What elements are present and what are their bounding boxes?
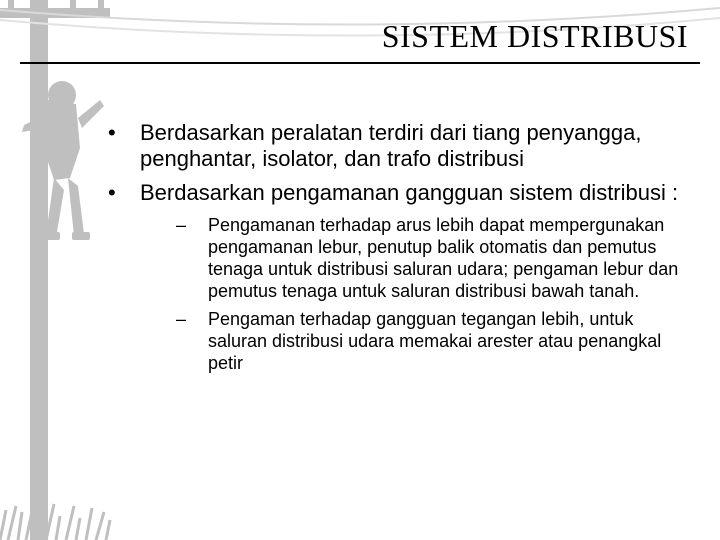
bullet-marker: •: [100, 180, 140, 206]
content-area: • Berdasarkan peralatan terdiri dari tia…: [100, 120, 690, 380]
sub-bullet-marker: –: [170, 214, 208, 302]
sub-bullet-text: Pengamanan terhadap arus lebih dapat mem…: [208, 214, 690, 302]
sub-bullet-text: Pengaman terhadap gangguan tegangan lebi…: [208, 308, 690, 374]
sub-bullet-list: – Pengamanan terhadap arus lebih dapat m…: [170, 214, 690, 374]
sub-bullet-item: – Pengaman terhadap gangguan tegangan le…: [170, 308, 690, 374]
bullet-text: Berdasarkan peralatan terdiri dari tiang…: [140, 120, 690, 172]
page-title: SISTEM DISTRIBUSI: [382, 18, 688, 55]
bullet-text: Berdasarkan pengamanan gangguan sistem d…: [140, 180, 678, 206]
title-underline: [20, 62, 700, 64]
sub-bullet-item: – Pengamanan terhadap arus lebih dapat m…: [170, 214, 690, 302]
bullet-marker: •: [100, 120, 140, 172]
sub-bullet-marker: –: [170, 308, 208, 374]
bullet-item: • Berdasarkan pengamanan gangguan sistem…: [100, 180, 690, 206]
bullet-item: • Berdasarkan peralatan terdiri dari tia…: [100, 120, 690, 172]
